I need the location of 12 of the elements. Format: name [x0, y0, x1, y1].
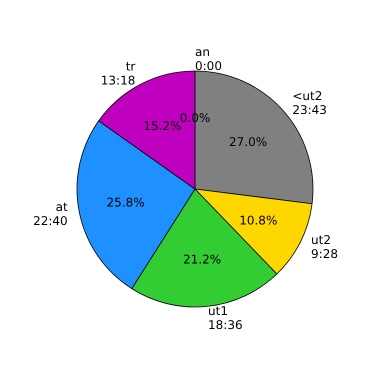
text: 0.0%	[180, 111, 210, 126]
slice-label: <ut2 23:43	[292, 89, 327, 118]
data-label: 10.8%	[239, 214, 278, 228]
data-label: 25.8%	[106, 196, 145, 210]
data-label: 15.2%	[143, 119, 182, 134]
data-label: 27.0%	[229, 135, 268, 150]
slice-label: ut1 18:36	[208, 304, 243, 332]
category-label: an 0:00	[195, 45, 222, 74]
slice-label: at 22:40	[33, 200, 68, 228]
slice-label: tr 13:18	[100, 60, 136, 88]
slice-label: ut2 9:28	[311, 233, 338, 262]
data-label: 21.2%	[183, 252, 222, 266]
